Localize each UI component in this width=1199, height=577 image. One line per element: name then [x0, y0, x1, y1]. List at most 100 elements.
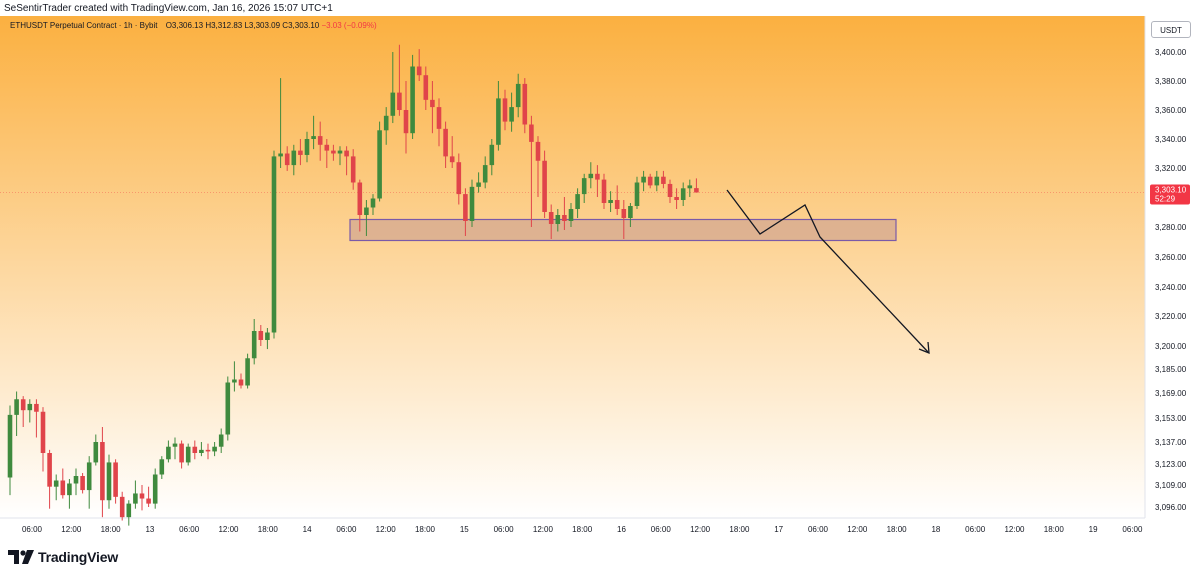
y-tick-label: 3,320.00	[1155, 164, 1187, 173]
support-zone	[349, 218, 897, 242]
y-tick-label: 3,280.00	[1155, 223, 1187, 232]
candle-body	[212, 446, 217, 452]
candle-body	[53, 480, 59, 487]
x-tick-label: 12:00	[376, 525, 397, 534]
candle-body	[60, 480, 66, 496]
x-tick-label: 12:00	[218, 525, 239, 534]
x-tick-label: 17	[774, 525, 783, 534]
candle-body	[86, 462, 92, 491]
projection-arrowhead	[918, 341, 930, 354]
candle-body	[595, 173, 600, 180]
candle-body	[436, 107, 442, 129]
change-value: −3.03 (−0.09%)	[321, 21, 377, 30]
x-tick-label: 06:00	[965, 525, 986, 534]
x-tick-label: 06:00	[1122, 525, 1143, 534]
y-tick-label: 3,109.00	[1155, 481, 1187, 490]
candle-body	[581, 178, 587, 195]
candle-body	[482, 165, 488, 183]
candle-body	[311, 136, 316, 139]
candle-body	[192, 446, 198, 453]
candle-body	[449, 156, 455, 163]
y-tick-label: 3,340.00	[1155, 135, 1187, 144]
x-tick-label: 18:00	[101, 525, 122, 534]
candle-body	[27, 403, 33, 411]
currency-button[interactable]: USDT	[1151, 21, 1191, 38]
candle-body	[621, 209, 627, 218]
x-tick-label: 16	[617, 525, 626, 534]
y-tick-label: 3,169.00	[1155, 389, 1187, 398]
candle-body	[258, 331, 264, 340]
candle-body	[113, 462, 118, 497]
candle-body	[443, 128, 448, 157]
footer	[0, 545, 1199, 577]
candle-body	[172, 443, 178, 447]
x-tick-label: 12:00	[847, 525, 868, 534]
y-tick-label: 3,380.00	[1155, 77, 1187, 86]
candle-body	[502, 98, 508, 122]
candle-body	[67, 483, 72, 496]
price-chart[interactable]: 3,400.00 3,380.00 3,360.00 3,340.00 3,320.00…	[0, 16, 1199, 545]
price-tag-countdown: 52:29	[1155, 195, 1176, 204]
x-tick-label: 18:00	[258, 525, 279, 534]
x-tick-label: 14	[303, 525, 312, 534]
candle-body	[469, 186, 475, 221]
y-tick-label: 3,153.00	[1155, 414, 1187, 423]
candle-body	[139, 493, 145, 499]
candle-body	[680, 188, 686, 200]
candle-body	[40, 411, 46, 453]
candle-body	[489, 144, 495, 166]
time-axis-background	[0, 518, 1199, 545]
candle-body	[232, 379, 237, 383]
candle-body	[377, 130, 382, 199]
candle-body	[166, 446, 171, 460]
candle-body	[80, 476, 85, 491]
x-tick-label: 06:00	[336, 525, 357, 534]
candle-body	[641, 176, 646, 183]
x-tick-label: 06:00	[22, 525, 43, 534]
candle-body	[562, 215, 567, 221]
candle-body	[496, 98, 501, 145]
candle-body	[674, 197, 679, 200]
x-tick-label: 13	[145, 525, 154, 534]
candle-body	[93, 442, 99, 463]
x-tick-label: 06:00	[494, 525, 515, 534]
x-tick-label: 18:00	[572, 525, 593, 534]
candle-body	[251, 331, 257, 359]
candle-body	[284, 153, 290, 166]
price-tag-price: 3,303.10	[1155, 186, 1187, 195]
creator-line: SeSentirTrader created with TradingView.…	[4, 3, 333, 14]
candle-body	[608, 200, 613, 203]
candle-body	[661, 176, 666, 184]
chart-background	[0, 16, 1145, 518]
x-tick-label: 15	[460, 525, 469, 534]
candle-body	[152, 474, 158, 504]
symbol-label[interactable]: ETHUSDT Perpetual Contract · 1h · Bybit	[10, 21, 158, 30]
candle-body	[238, 379, 244, 386]
candle-body	[126, 503, 132, 518]
price-axis-background	[1145, 16, 1199, 518]
x-tick-label: 18	[931, 525, 940, 534]
candle-body	[218, 434, 224, 447]
ohlc-legend: ETHUSDT Perpetual Contract · 1h · Bybit …	[10, 21, 377, 30]
candle-body	[278, 153, 283, 157]
y-tick-label: 3,200.00	[1155, 342, 1187, 351]
candle-body	[291, 150, 297, 166]
high-value: H3,312.83	[205, 21, 243, 30]
close-value: C3,303.10	[282, 21, 320, 30]
candle-body	[119, 496, 125, 518]
x-tick-label: 18:00	[415, 525, 436, 534]
candle-body	[357, 182, 363, 215]
candle-body	[245, 358, 250, 386]
tradingview-logo[interactable]: TradingView	[8, 549, 118, 565]
candle-body	[463, 194, 468, 221]
candle-body	[106, 462, 112, 501]
candle-body	[14, 399, 19, 415]
candle-body	[199, 449, 204, 453]
candle-body	[337, 150, 343, 154]
x-tick-label: 06:00	[179, 525, 200, 534]
candle-body	[159, 459, 165, 475]
x-tick-label: 18:00	[1044, 525, 1065, 534]
candle-body	[331, 150, 336, 154]
candle-body	[364, 207, 369, 215]
